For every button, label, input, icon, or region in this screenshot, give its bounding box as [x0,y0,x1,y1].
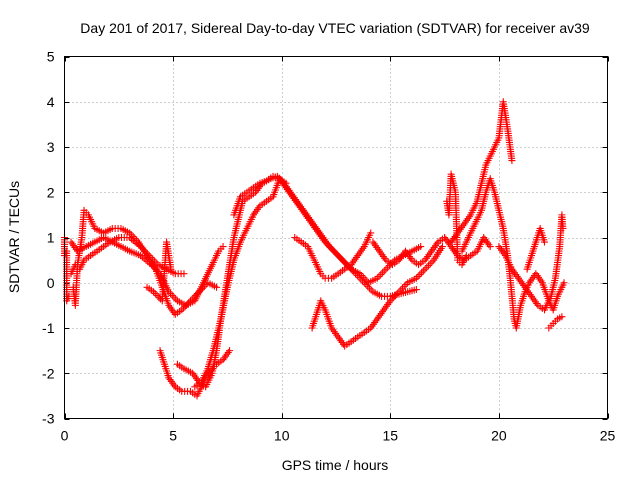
data-point [219,243,227,251]
data-point [438,243,446,251]
data-point [426,260,434,268]
y-tick-label: 2 [47,184,55,200]
data-point [462,252,470,260]
data-point [365,284,373,292]
y-tick-label: 1 [47,230,55,246]
data-point [423,263,431,271]
data-points [61,98,568,400]
data-point [167,265,175,273]
y-tick-label: -3 [42,411,55,427]
data-point [400,282,408,290]
data-point [226,347,234,355]
data-point [559,224,567,232]
data-point [508,157,516,165]
data-point [282,179,290,187]
data-point [168,291,176,299]
y-tick-label: 3 [47,139,55,155]
x-tick-label: 25 [600,428,616,444]
y-tick-label: 5 [47,49,55,65]
data-point [412,286,420,294]
tick-labels: 0 5 10 15 20 25 -3 -2 -1 0 1 2 3 4 5 [42,49,615,444]
x-tick-label: 10 [274,428,290,444]
data-point [170,293,178,301]
data-point [418,269,426,277]
data-point [558,313,566,321]
data-point [180,270,188,278]
data-point [417,243,425,251]
x-tick-label: 20 [491,428,507,444]
x-axis-label: GPS time / hours [282,457,389,473]
data-point [213,283,221,291]
data-point [416,271,424,279]
y-tick-label: -1 [42,320,55,336]
data-point [155,293,163,301]
data-point [367,229,375,237]
chart-title: Day 201 of 2017, Sidereal Day-to-day VTE… [80,20,590,36]
data-point [560,279,568,287]
y-tick-label: -2 [42,365,55,381]
data-point [382,265,390,273]
data-point [378,269,386,277]
plot-frame [64,56,608,419]
data-point [380,267,388,275]
x-tick-label: 0 [61,428,69,444]
grid [64,56,608,419]
data-point [377,271,385,279]
x-tick-label: 15 [383,428,399,444]
y-tick-label: 4 [47,94,55,110]
data-point [398,284,406,292]
data-point [153,291,161,299]
data-point [421,265,429,273]
data-point [486,243,494,251]
data-point [425,262,433,270]
data-point [419,267,427,275]
data-point [151,290,159,298]
x-tick-label: 5 [169,428,177,444]
y-tick-label: 0 [47,275,55,291]
y-axis-label: SDTVAR / TECUs [6,181,22,293]
data-point [541,238,549,246]
